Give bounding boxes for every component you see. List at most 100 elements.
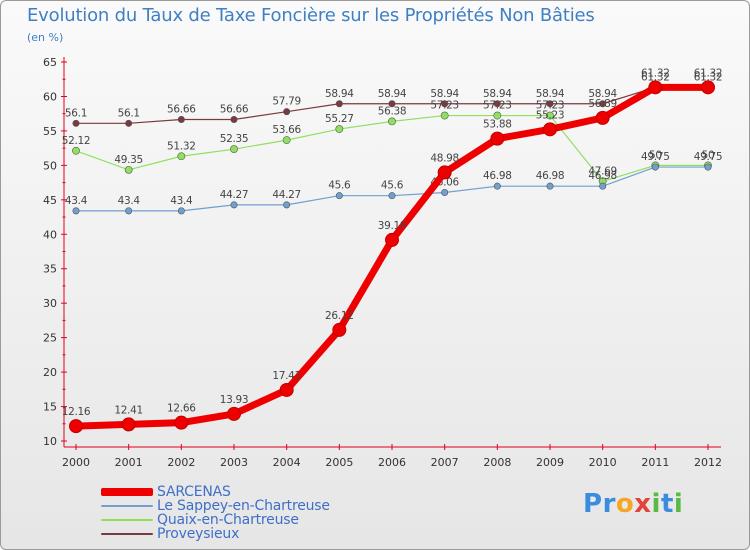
data-label-proveysieux: 56.1 [65, 107, 87, 119]
x-tick-label: 2005 [325, 456, 353, 469]
data-point-sarcenas [121, 417, 136, 432]
data-label-quaix-en-chartreuse: 57.23 [430, 100, 459, 112]
data-point-quaix-en-chartreuse [440, 111, 449, 120]
data-point-sarcenas [227, 406, 241, 421]
data-label-sarcenas: 26.12 [325, 310, 354, 322]
proxiti-logo: Proxiti [583, 489, 683, 519]
data-label-quaix-en-chartreuse: 49.35 [114, 154, 143, 166]
data-point-le-sappey-en-chartreuse [177, 207, 185, 215]
data-point-proveysieux [388, 100, 396, 108]
x-tick-label: 2006 [378, 456, 406, 469]
y-tick-label: 25 [43, 332, 57, 345]
x-tick-label: 2003 [220, 456, 248, 469]
x-tick-label: 2009 [536, 456, 564, 469]
logo-letter: r [602, 489, 616, 519]
data-label-proveysieux: 58.94 [378, 88, 407, 100]
data-label-quaix-en-chartreuse: 50 [702, 149, 715, 161]
y-tick-label: 30 [43, 297, 57, 310]
y-tick-label: 20 [43, 366, 57, 379]
logo-letter: P [583, 489, 603, 519]
data-point-le-sappey-en-chartreuse [125, 207, 133, 215]
data-label-proveysieux: 56.66 [220, 103, 249, 115]
x-tick-label: 2000 [62, 456, 90, 469]
data-point-quaix-en-chartreuse [546, 111, 554, 120]
data-point-proveysieux [335, 100, 343, 108]
logo-letter: i [651, 489, 661, 519]
data-point-proveysieux [177, 115, 185, 123]
data-point-quaix-en-chartreuse [177, 152, 186, 161]
data-point-proveysieux [546, 100, 554, 108]
legend-item: Quaix-en-Chartreuse [101, 513, 330, 527]
x-tick-label: 2004 [273, 456, 301, 469]
data-point-sarcenas [543, 122, 557, 137]
data-label-proveysieux: 58.94 [483, 88, 512, 100]
data-label-le-sappey-en-chartreuse: 45.6 [381, 180, 404, 192]
data-label-le-sappey-en-chartreuse: 43.4 [65, 195, 88, 207]
data-label-quaix-en-chartreuse: 57.23 [483, 100, 512, 112]
data-point-le-sappey-en-chartreuse [388, 192, 396, 200]
legend-swatch [101, 519, 153, 521]
y-tick-label: 10 [43, 435, 57, 448]
data-point-quaix-en-chartreuse [335, 125, 344, 133]
data-point-sarcenas [279, 382, 294, 397]
data-label-sarcenas: 53.88 [483, 119, 512, 131]
data-label-le-sappey-en-chartreuse: 44.27 [272, 189, 301, 201]
logo-letter: t [660, 489, 674, 519]
y-tick-label: 50 [43, 159, 57, 172]
y-tick-label: 45 [43, 194, 57, 207]
data-label-sarcenas: 56.89 [588, 98, 617, 110]
data-point-sarcenas [595, 110, 610, 125]
data-label-sarcenas: 39.18 [378, 220, 407, 232]
legend-item: Proveysieux [101, 527, 330, 541]
data-label-le-sappey-en-chartreuse: 46.98 [536, 170, 565, 182]
data-point-sarcenas [490, 131, 505, 146]
legend-item: SARCENAS [101, 485, 330, 499]
data-point-le-sappey-en-chartreuse [230, 201, 238, 209]
legend-label: SARCENAS [157, 484, 231, 500]
data-point-sarcenas [332, 322, 347, 337]
data-label-sarcenas: 61.32 [641, 67, 670, 79]
data-point-proveysieux [230, 115, 238, 123]
data-label-quaix-en-chartreuse: 52.35 [220, 133, 249, 145]
data-point-sarcenas [174, 415, 189, 430]
data-point-quaix-en-chartreuse [388, 117, 396, 126]
data-point-sarcenas [69, 419, 83, 434]
data-label-sarcenas: 12.41 [114, 404, 143, 416]
data-label-sarcenas: 55.23 [536, 109, 565, 121]
y-tick-label: 15 [43, 401, 57, 414]
data-point-proveysieux [125, 119, 133, 127]
data-label-le-sappey-en-chartreuse: 49.75 [641, 151, 670, 163]
data-label-quaix-en-chartreuse: 51.32 [167, 140, 196, 152]
data-point-le-sappey-en-chartreuse [441, 189, 449, 197]
data-label-quaix-en-chartreuse: 50 [649, 149, 662, 161]
data-label-proveysieux: 56.1 [118, 107, 140, 119]
data-label-proveysieux: 61.32 [641, 71, 670, 83]
data-point-quaix-en-chartreuse [230, 145, 238, 154]
data-label-quaix-en-chartreuse: 57.23 [536, 100, 565, 112]
data-point-sarcenas [385, 232, 399, 247]
y-tick-label: 55 [43, 125, 57, 138]
data-point-le-sappey-en-chartreuse [335, 192, 343, 200]
data-point-le-sappey-en-chartreuse [599, 182, 607, 190]
data-label-sarcenas: 13.93 [220, 394, 249, 406]
data-label-le-sappey-en-chartreuse: 43.4 [170, 195, 193, 207]
legend-label: Le Sappey-en-Chartreuse [157, 498, 330, 514]
data-label-quaix-en-chartreuse: 53.66 [272, 124, 301, 136]
x-tick-label: 2002 [167, 456, 195, 469]
x-tick-label: 2001 [115, 456, 143, 469]
data-point-quaix-en-chartreuse [493, 111, 502, 120]
data-point-proveysieux [441, 100, 449, 108]
data-point-quaix-en-chartreuse [124, 165, 133, 174]
data-point-proveysieux [72, 119, 80, 127]
legend-swatch [101, 505, 153, 507]
data-point-le-sappey-en-chartreuse [651, 163, 659, 171]
data-label-proveysieux: 56.66 [167, 103, 196, 115]
data-label-le-sappey-en-chartreuse: 49.75 [694, 151, 723, 163]
logo-letter: x [634, 489, 652, 519]
data-point-quaix-en-chartreuse [72, 146, 80, 155]
data-point-sarcenas [648, 80, 663, 95]
legend-label: Quaix-en-Chartreuse [157, 512, 299, 528]
data-label-proveysieux: 58.94 [536, 88, 565, 100]
data-label-sarcenas: 12.16 [62, 406, 91, 418]
chart-legend: SARCENAS Le Sappey-en-Chartreuse Quaix-en-… [101, 485, 330, 541]
